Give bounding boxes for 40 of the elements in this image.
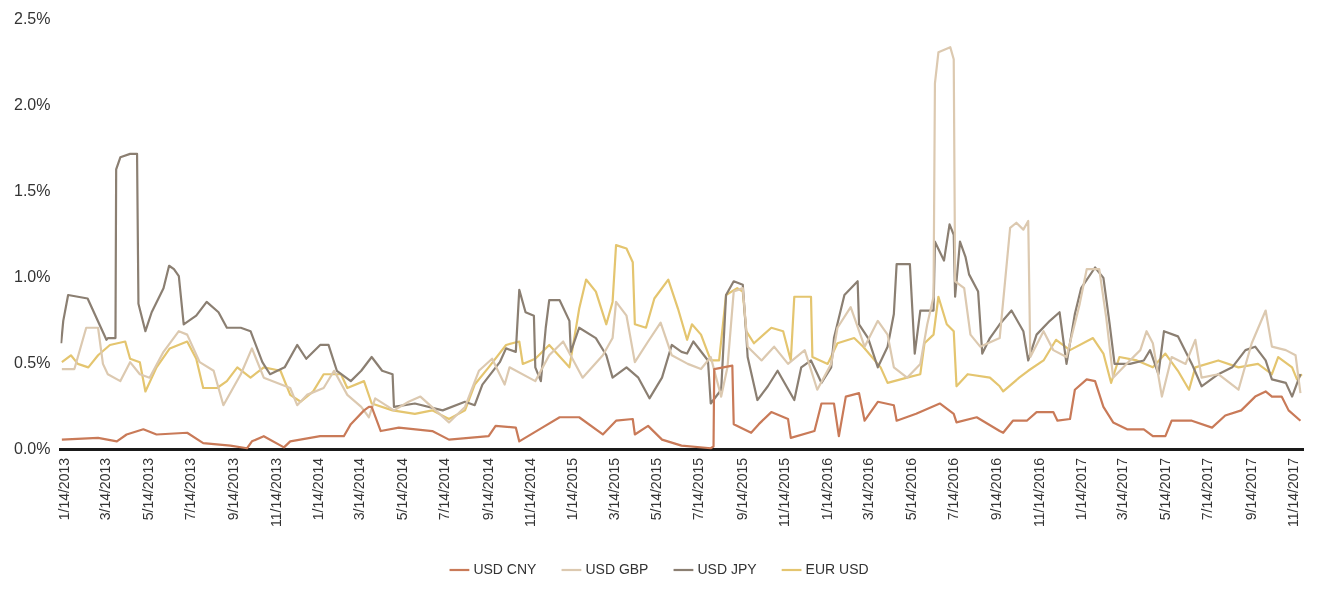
x-tick-label: 1/14/2013: [56, 457, 73, 521]
x-tick-label: 9/14/2016: [988, 457, 1005, 521]
x-tick-label: 3/14/2017: [1114, 457, 1131, 521]
x-tick-label: 7/14/2015: [690, 457, 707, 521]
y-tick-label: 1.5%: [14, 182, 51, 200]
y-tick-label: 2.5%: [14, 10, 51, 28]
x-tick-label: 9/14/2014: [479, 457, 496, 521]
x-tick-label: 11/14/2013: [267, 457, 284, 527]
x-tick-label: 3/14/2013: [97, 457, 114, 521]
y-tick-label: 0.5%: [14, 354, 51, 372]
x-tick-label: 7/14/2014: [436, 457, 453, 521]
x-tick-label: 7/14/2016: [945, 457, 962, 521]
legend-label: USD CNY: [473, 560, 538, 577]
x-tick-label: 9/14/2015: [733, 457, 750, 521]
x-tick-label: 1/14/2015: [564, 457, 581, 521]
x-tick-label: 11/14/2016: [1030, 457, 1047, 527]
y-tick-label: 0.0%: [14, 440, 51, 458]
x-tick-label: 7/14/2017: [1199, 457, 1216, 521]
legend-label: USD JPY: [697, 560, 758, 577]
x-tick-label: 9/14/2013: [225, 457, 242, 521]
x-tick-label: 3/14/2015: [605, 457, 622, 521]
x-tick-label: 1/14/2016: [818, 457, 835, 521]
x-tick-label: 3/14/2016: [860, 457, 877, 521]
x-tick-label: 5/14/2013: [139, 457, 156, 521]
x-tick-label: 5/14/2014: [393, 457, 410, 521]
x-tick-label: 11/14/2015: [776, 457, 793, 527]
x-tick-label: 7/14/2013: [182, 457, 199, 521]
legend-label: USD GBP: [585, 560, 649, 577]
x-tick-label: 1/14/2017: [1073, 457, 1090, 521]
legend-label: EUR USD: [805, 560, 869, 577]
x-tick-label: 5/14/2015: [648, 457, 664, 521]
x-tick-label: 5/14/2016: [902, 457, 919, 521]
x-tick-label: 5/14/2017: [1156, 457, 1173, 521]
y-tick-label: 1.0%: [14, 268, 51, 286]
x-tick-label: 1/14/2014: [310, 457, 327, 521]
x-tick-label: 11/14/2017: [1285, 457, 1302, 527]
x-tick-label: 9/14/2017: [1242, 457, 1259, 521]
x-tick-label: 3/14/2014: [351, 457, 368, 521]
x-tick-label: 11/14/2014: [521, 457, 538, 527]
y-tick-label: 2.0%: [14, 96, 51, 114]
